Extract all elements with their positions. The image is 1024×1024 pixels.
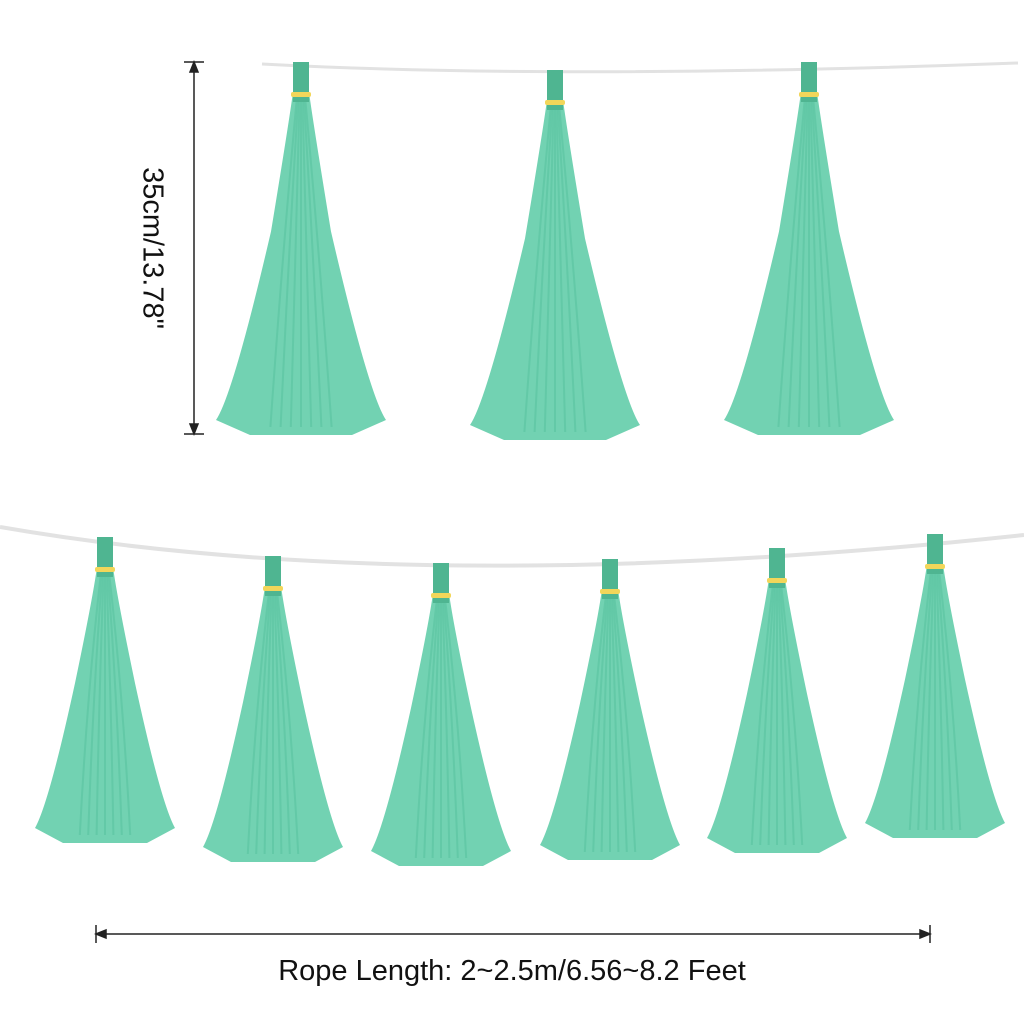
tassel xyxy=(216,62,386,435)
gold-clip xyxy=(600,589,620,594)
tassel xyxy=(540,559,680,860)
tassel-strand xyxy=(780,587,804,846)
tassel-strand xyxy=(275,595,291,855)
tassel-strand xyxy=(107,576,123,836)
tassel-strand xyxy=(263,595,273,855)
tassel-strand xyxy=(255,595,271,855)
tassel-strand xyxy=(610,598,620,853)
tassel xyxy=(470,70,640,440)
tassel-strand xyxy=(557,109,577,433)
tassel-strand xyxy=(583,598,607,853)
tassel xyxy=(707,548,847,853)
gold-clip xyxy=(95,567,115,572)
tassel-strand xyxy=(555,109,567,433)
tassel-strand xyxy=(777,587,787,846)
tassel-strand xyxy=(108,576,132,836)
tassel-strand xyxy=(925,573,935,831)
tassel-strand xyxy=(612,598,628,853)
tassel-strand xyxy=(613,598,637,853)
tassel-strand xyxy=(273,595,283,855)
tassel-strand xyxy=(414,602,438,859)
tassel xyxy=(724,62,894,435)
tassel-strand xyxy=(779,587,795,846)
tassel-strand xyxy=(777,101,806,428)
tassel xyxy=(865,534,1005,838)
tassel-strand xyxy=(279,101,299,428)
tassel-strand xyxy=(78,576,102,836)
tassel-strand xyxy=(443,602,459,859)
tassel-strand xyxy=(87,576,103,836)
tassel-strand xyxy=(787,101,807,428)
tassel-strand xyxy=(543,109,555,433)
tassel-strand xyxy=(301,101,313,428)
tassel-strand xyxy=(289,101,301,428)
height-label: 35cm/13.78" xyxy=(136,167,169,329)
tassel-strand xyxy=(441,602,451,859)
tassel-strand xyxy=(304,101,333,428)
tassel-strand xyxy=(105,576,115,836)
tassel-strand xyxy=(423,602,439,859)
tassel-strand xyxy=(767,587,777,846)
tassel-strand xyxy=(444,602,468,859)
tassel-strand xyxy=(246,595,270,855)
top-rope xyxy=(261,61,1019,74)
tassel-strand xyxy=(938,573,962,831)
tassel-strand xyxy=(812,101,841,428)
tassel-strand xyxy=(809,101,821,428)
tassel-strand xyxy=(558,109,587,433)
tassel-strand xyxy=(592,598,608,853)
tassel xyxy=(371,563,511,866)
tassel-strand xyxy=(431,602,441,859)
gold-clip xyxy=(799,92,819,97)
tassel-strand xyxy=(935,573,945,831)
tassel-strand xyxy=(908,573,932,831)
gold-clip xyxy=(291,92,311,97)
tassel-strand xyxy=(937,573,953,831)
gold-clip xyxy=(767,578,787,583)
tassel-strand xyxy=(269,101,298,428)
tassel-strand xyxy=(917,573,933,831)
tassel-strand xyxy=(95,576,105,836)
tassel-strand xyxy=(750,587,774,846)
tassel xyxy=(203,556,343,862)
tassel-strand xyxy=(276,595,300,855)
rope-length-dimension-line xyxy=(93,925,933,943)
gold-clip xyxy=(263,586,283,591)
tassel-strand xyxy=(797,101,809,428)
tassel-strand xyxy=(600,598,610,853)
gold-clip xyxy=(545,100,565,105)
bottom-rope xyxy=(0,525,1024,568)
tassel-strand xyxy=(533,109,553,433)
tassel xyxy=(35,537,175,843)
tassel-strand xyxy=(303,101,323,428)
height-dimension-line xyxy=(184,59,204,437)
tassel-strand xyxy=(523,109,552,433)
gold-clip xyxy=(925,564,945,569)
tassel-strand xyxy=(811,101,831,428)
rope-length-label: Rope Length: 2~2.5m/6.56~8.2 Feet xyxy=(278,955,746,987)
tassel-strand xyxy=(759,587,775,846)
gold-clip xyxy=(431,593,451,598)
